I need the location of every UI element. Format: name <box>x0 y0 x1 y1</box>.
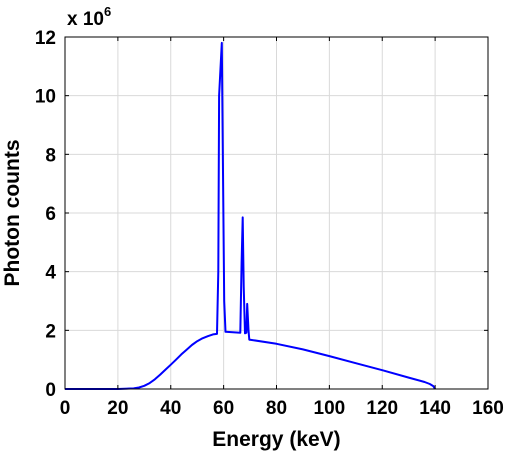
y-axis-multiplier-base: x 10 <box>67 9 104 30</box>
series-layer <box>65 41 436 390</box>
y-tick-label: 4 <box>45 263 56 284</box>
y-tick-label: 6 <box>45 204 56 225</box>
x-tick-labels: 0 20 40 60 80 100 120 140 160 <box>60 398 504 419</box>
x-tick-label: 20 <box>107 398 128 419</box>
y-tick-label: 8 <box>45 145 56 166</box>
y-tick-label: 2 <box>45 321 56 342</box>
x-axis-title: Energy (keV) <box>212 428 340 451</box>
spectrum-line <box>65 41 436 390</box>
axis-ticks <box>64 36 489 390</box>
y-tick-label: 0 <box>45 380 56 401</box>
y-axis-title: Photon counts <box>1 140 24 287</box>
x-tick-label: 60 <box>213 398 234 419</box>
x-tick-label: 120 <box>366 398 398 419</box>
y-axis-multiplier-exponent: 6 <box>104 4 111 19</box>
x-tick-label: 140 <box>419 398 451 419</box>
x-tick-label: 0 <box>60 398 71 419</box>
y-tick-label: 12 <box>35 28 56 49</box>
x-tick-label: 160 <box>472 398 504 419</box>
y-tick-labels: 0 2 4 6 8 10 12 <box>35 28 57 401</box>
x-tick-label: 100 <box>314 398 346 419</box>
x-tick-label: 40 <box>160 398 181 419</box>
x-tick-label: 80 <box>266 398 287 419</box>
y-axis-multiplier: x 106 <box>67 4 111 30</box>
y-tick-label: 10 <box>35 87 56 108</box>
